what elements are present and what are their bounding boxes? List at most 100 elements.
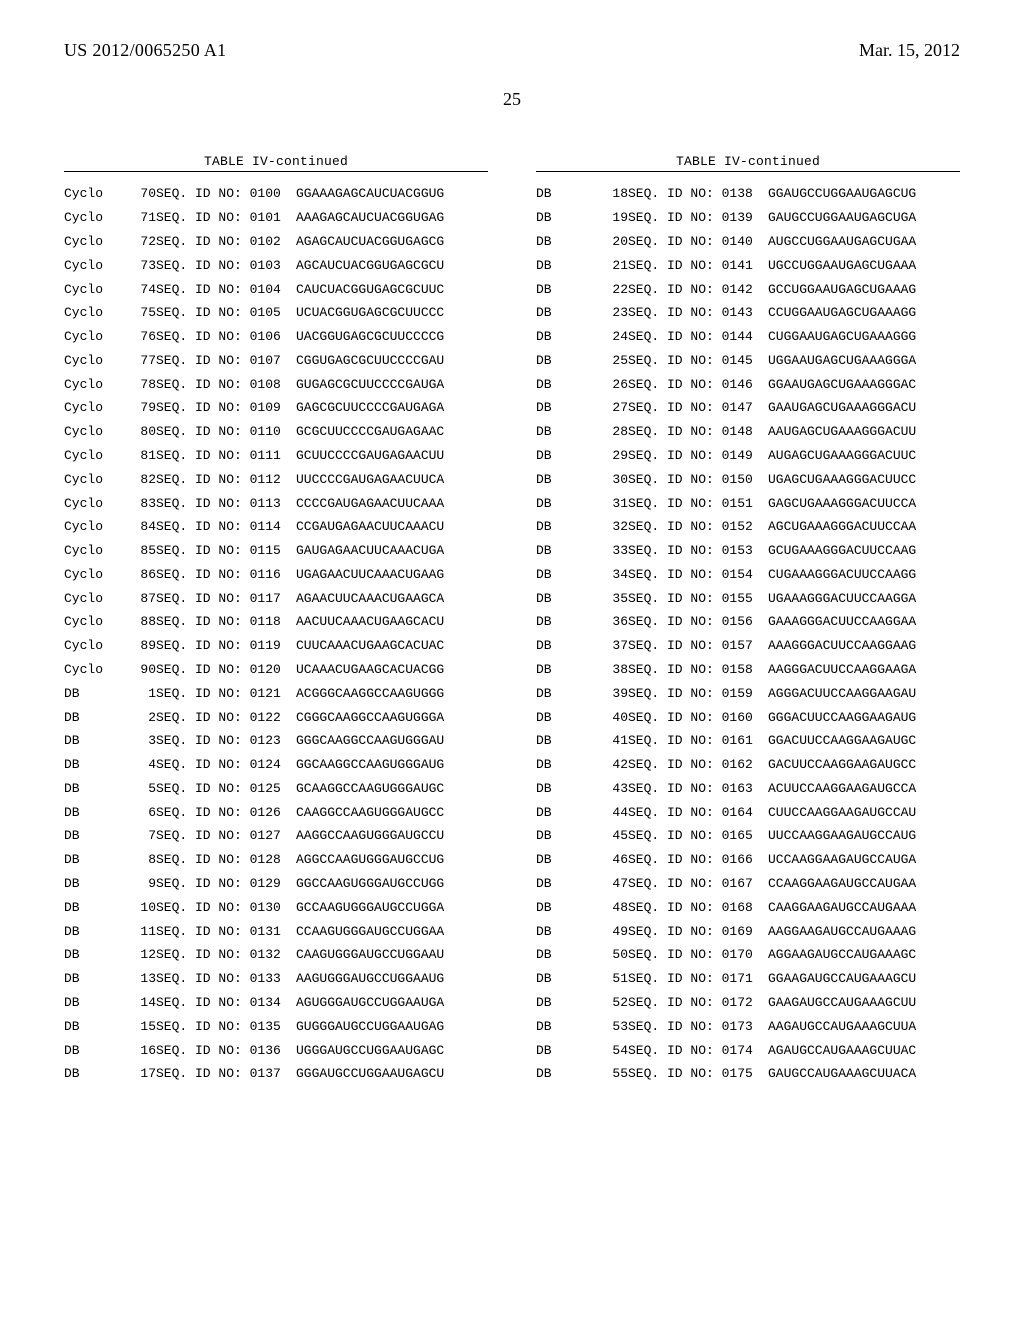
page-number: 25 [64, 89, 960, 110]
table-row: Cyclo85SEQ. ID NO: 0115GAUGAGAACUUCAAACU… [64, 539, 488, 563]
row-index: 70 [126, 182, 156, 206]
table-row: DB55SEQ. ID NO: 0175GAUGCCAUGAAAGCUUACA [536, 1062, 960, 1086]
row-seq-id: SEQ. ID NO: 0108 [156, 372, 296, 396]
row-name: DB [64, 872, 126, 896]
row-index: 77 [126, 348, 156, 372]
row-name: DB [536, 967, 598, 991]
row-name: DB [536, 824, 598, 848]
row-index: 54 [598, 1038, 628, 1062]
row-sequence: GAGCUGAAAGGGACUUCCA [768, 491, 960, 515]
table-row: Cyclo76SEQ. ID NO: 0106UACGGUGAGCGCUUCCC… [64, 325, 488, 349]
row-sequence: UACGGUGAGCGCUUCCCCG [296, 325, 488, 349]
table-row: DB46SEQ. ID NO: 0166UCCAAGGAAGAUGCCAUGA [536, 848, 960, 872]
table-row: DB33SEQ. ID NO: 0153GCUGAAAGGGACUUCCAAG [536, 539, 960, 563]
table-row: DB3SEQ. ID NO: 0123GGGCAAGGCCAAGUGGGAU [64, 729, 488, 753]
row-seq-id: SEQ. ID NO: 0123 [156, 729, 296, 753]
table-row: DB47SEQ. ID NO: 0167CCAAGGAAGAUGCCAUGAA [536, 872, 960, 896]
table-row: DB11SEQ. ID NO: 0131CCAAGUGGGAUGCCUGGAA [64, 919, 488, 943]
row-name: Cyclo [64, 206, 126, 230]
table-row: DB41SEQ. ID NO: 0161GGACUUCCAAGGAAGAUGC [536, 729, 960, 753]
row-name: DB [536, 800, 598, 824]
table-row: DB1SEQ. ID NO: 0121ACGGGCAAGGCCAAGUGGG [64, 681, 488, 705]
table-row: DB31SEQ. ID NO: 0151GAGCUGAAAGGGACUUCCA [536, 491, 960, 515]
row-seq-id: SEQ. ID NO: 0145 [628, 348, 768, 372]
table-row: Cyclo90SEQ. ID NO: 0120UCAAACUGAAGCACUAC… [64, 658, 488, 682]
page-header: US 2012/0065250 A1 Mar. 15, 2012 [64, 40, 960, 61]
row-seq-id: SEQ. ID NO: 0110 [156, 420, 296, 444]
row-seq-id: SEQ. ID NO: 0121 [156, 681, 296, 705]
row-name: DB [536, 325, 598, 349]
row-sequence: CUUCCAAGGAAGAUGCCAU [768, 800, 960, 824]
row-seq-id: SEQ. ID NO: 0173 [628, 1014, 768, 1038]
left-column: TABLE IV-continued Cyclo70SEQ. ID NO: 01… [64, 154, 488, 1086]
table-row: DB34SEQ. ID NO: 0154CUGAAAGGGACUUCCAAGG [536, 563, 960, 587]
table-row: DB14SEQ. ID NO: 0134AGUGGGAUGCCUGGAAUGA [64, 991, 488, 1015]
row-index: 3 [126, 729, 156, 753]
table-row: DB45SEQ. ID NO: 0165UUCCAAGGAAGAUGCCAUG [536, 824, 960, 848]
row-sequence: GAUGAGAACUUCAAACUGA [296, 539, 488, 563]
row-sequence: GGCAAGGCCAAGUGGGAUG [296, 753, 488, 777]
row-name: DB [64, 943, 126, 967]
row-seq-id: SEQ. ID NO: 0155 [628, 586, 768, 610]
row-seq-id: SEQ. ID NO: 0129 [156, 872, 296, 896]
row-index: 16 [126, 1038, 156, 1062]
row-seq-id: SEQ. ID NO: 0139 [628, 206, 768, 230]
row-index: 45 [598, 824, 628, 848]
row-name: DB [64, 1038, 126, 1062]
row-name: DB [536, 515, 598, 539]
row-seq-id: SEQ. ID NO: 0172 [628, 991, 768, 1015]
row-sequence: CCGAUGAGAACUUCAAACU [296, 515, 488, 539]
table-row: Cyclo87SEQ. ID NO: 0117AGAACUUCAAACUGAAG… [64, 586, 488, 610]
table-row: DB23SEQ. ID NO: 0143CCUGGAAUGAGCUGAAAGG [536, 301, 960, 325]
row-seq-id: SEQ. ID NO: 0157 [628, 634, 768, 658]
row-name: DB [536, 872, 598, 896]
row-sequence: CUGGAAUGAGCUGAAAGGG [768, 325, 960, 349]
row-name: Cyclo [64, 301, 126, 325]
table-row: Cyclo71SEQ. ID NO: 0101AAAGAGCAUCUACGGUG… [64, 206, 488, 230]
row-seq-id: SEQ. ID NO: 0158 [628, 658, 768, 682]
row-sequence: CCUGGAAUGAGCUGAAAGG [768, 301, 960, 325]
row-index: 32 [598, 515, 628, 539]
row-sequence: GGCCAAGUGGGAUGCCUGG [296, 872, 488, 896]
row-seq-id: SEQ. ID NO: 0162 [628, 753, 768, 777]
table-row: Cyclo75SEQ. ID NO: 0105UCUACGGUGAGCGCUUC… [64, 301, 488, 325]
row-name: DB [536, 943, 598, 967]
row-seq-id: SEQ. ID NO: 0168 [628, 895, 768, 919]
row-name: DB [536, 348, 598, 372]
row-sequence: CAAGUGGGAUGCCUGGAAU [296, 943, 488, 967]
row-index: 12 [126, 943, 156, 967]
table-row: DB19SEQ. ID NO: 0139GAUGCCUGGAAUGAGCUGA [536, 206, 960, 230]
row-seq-id: SEQ. ID NO: 0142 [628, 277, 768, 301]
row-seq-id: SEQ. ID NO: 0159 [628, 681, 768, 705]
table-row: Cyclo82SEQ. ID NO: 0112UUCCCCGAUGAGAACUU… [64, 467, 488, 491]
row-sequence: GCCUGGAAUGAGCUGAAAG [768, 277, 960, 301]
row-seq-id: SEQ. ID NO: 0113 [156, 491, 296, 515]
row-index: 41 [598, 729, 628, 753]
row-sequence: UGCCUGGAAUGAGCUGAAA [768, 253, 960, 277]
row-index: 87 [126, 586, 156, 610]
table-continued-label-left: TABLE IV-continued [64, 154, 488, 169]
table-row: Cyclo88SEQ. ID NO: 0118AACUUCAAACUGAAGCA… [64, 610, 488, 634]
row-name: DB [64, 895, 126, 919]
table-row: DB51SEQ. ID NO: 0171GGAAGAUGCCAUGAAAGCU [536, 967, 960, 991]
row-seq-id: SEQ. ID NO: 0136 [156, 1038, 296, 1062]
row-name: Cyclo [64, 325, 126, 349]
row-name: DB [64, 824, 126, 848]
row-index: 36 [598, 610, 628, 634]
row-index: 52 [598, 991, 628, 1015]
row-name: DB [64, 1014, 126, 1038]
row-sequence: GAGCGCUUCCCCGAUGAGA [296, 396, 488, 420]
row-name: DB [536, 705, 598, 729]
row-seq-id: SEQ. ID NO: 0117 [156, 586, 296, 610]
row-name: DB [536, 444, 598, 468]
row-seq-id: SEQ. ID NO: 0147 [628, 396, 768, 420]
table-row: Cyclo80SEQ. ID NO: 0110GCGCUUCCCCGAUGAGA… [64, 420, 488, 444]
row-name: DB [536, 467, 598, 491]
table-row: DB27SEQ. ID NO: 0147GAAUGAGCUGAAAGGGACU [536, 396, 960, 420]
row-seq-id: SEQ. ID NO: 0112 [156, 467, 296, 491]
row-name: DB [536, 420, 598, 444]
row-name: DB [536, 610, 598, 634]
row-name: DB [536, 658, 598, 682]
row-seq-id: SEQ. ID NO: 0102 [156, 230, 296, 254]
row-index: 84 [126, 515, 156, 539]
